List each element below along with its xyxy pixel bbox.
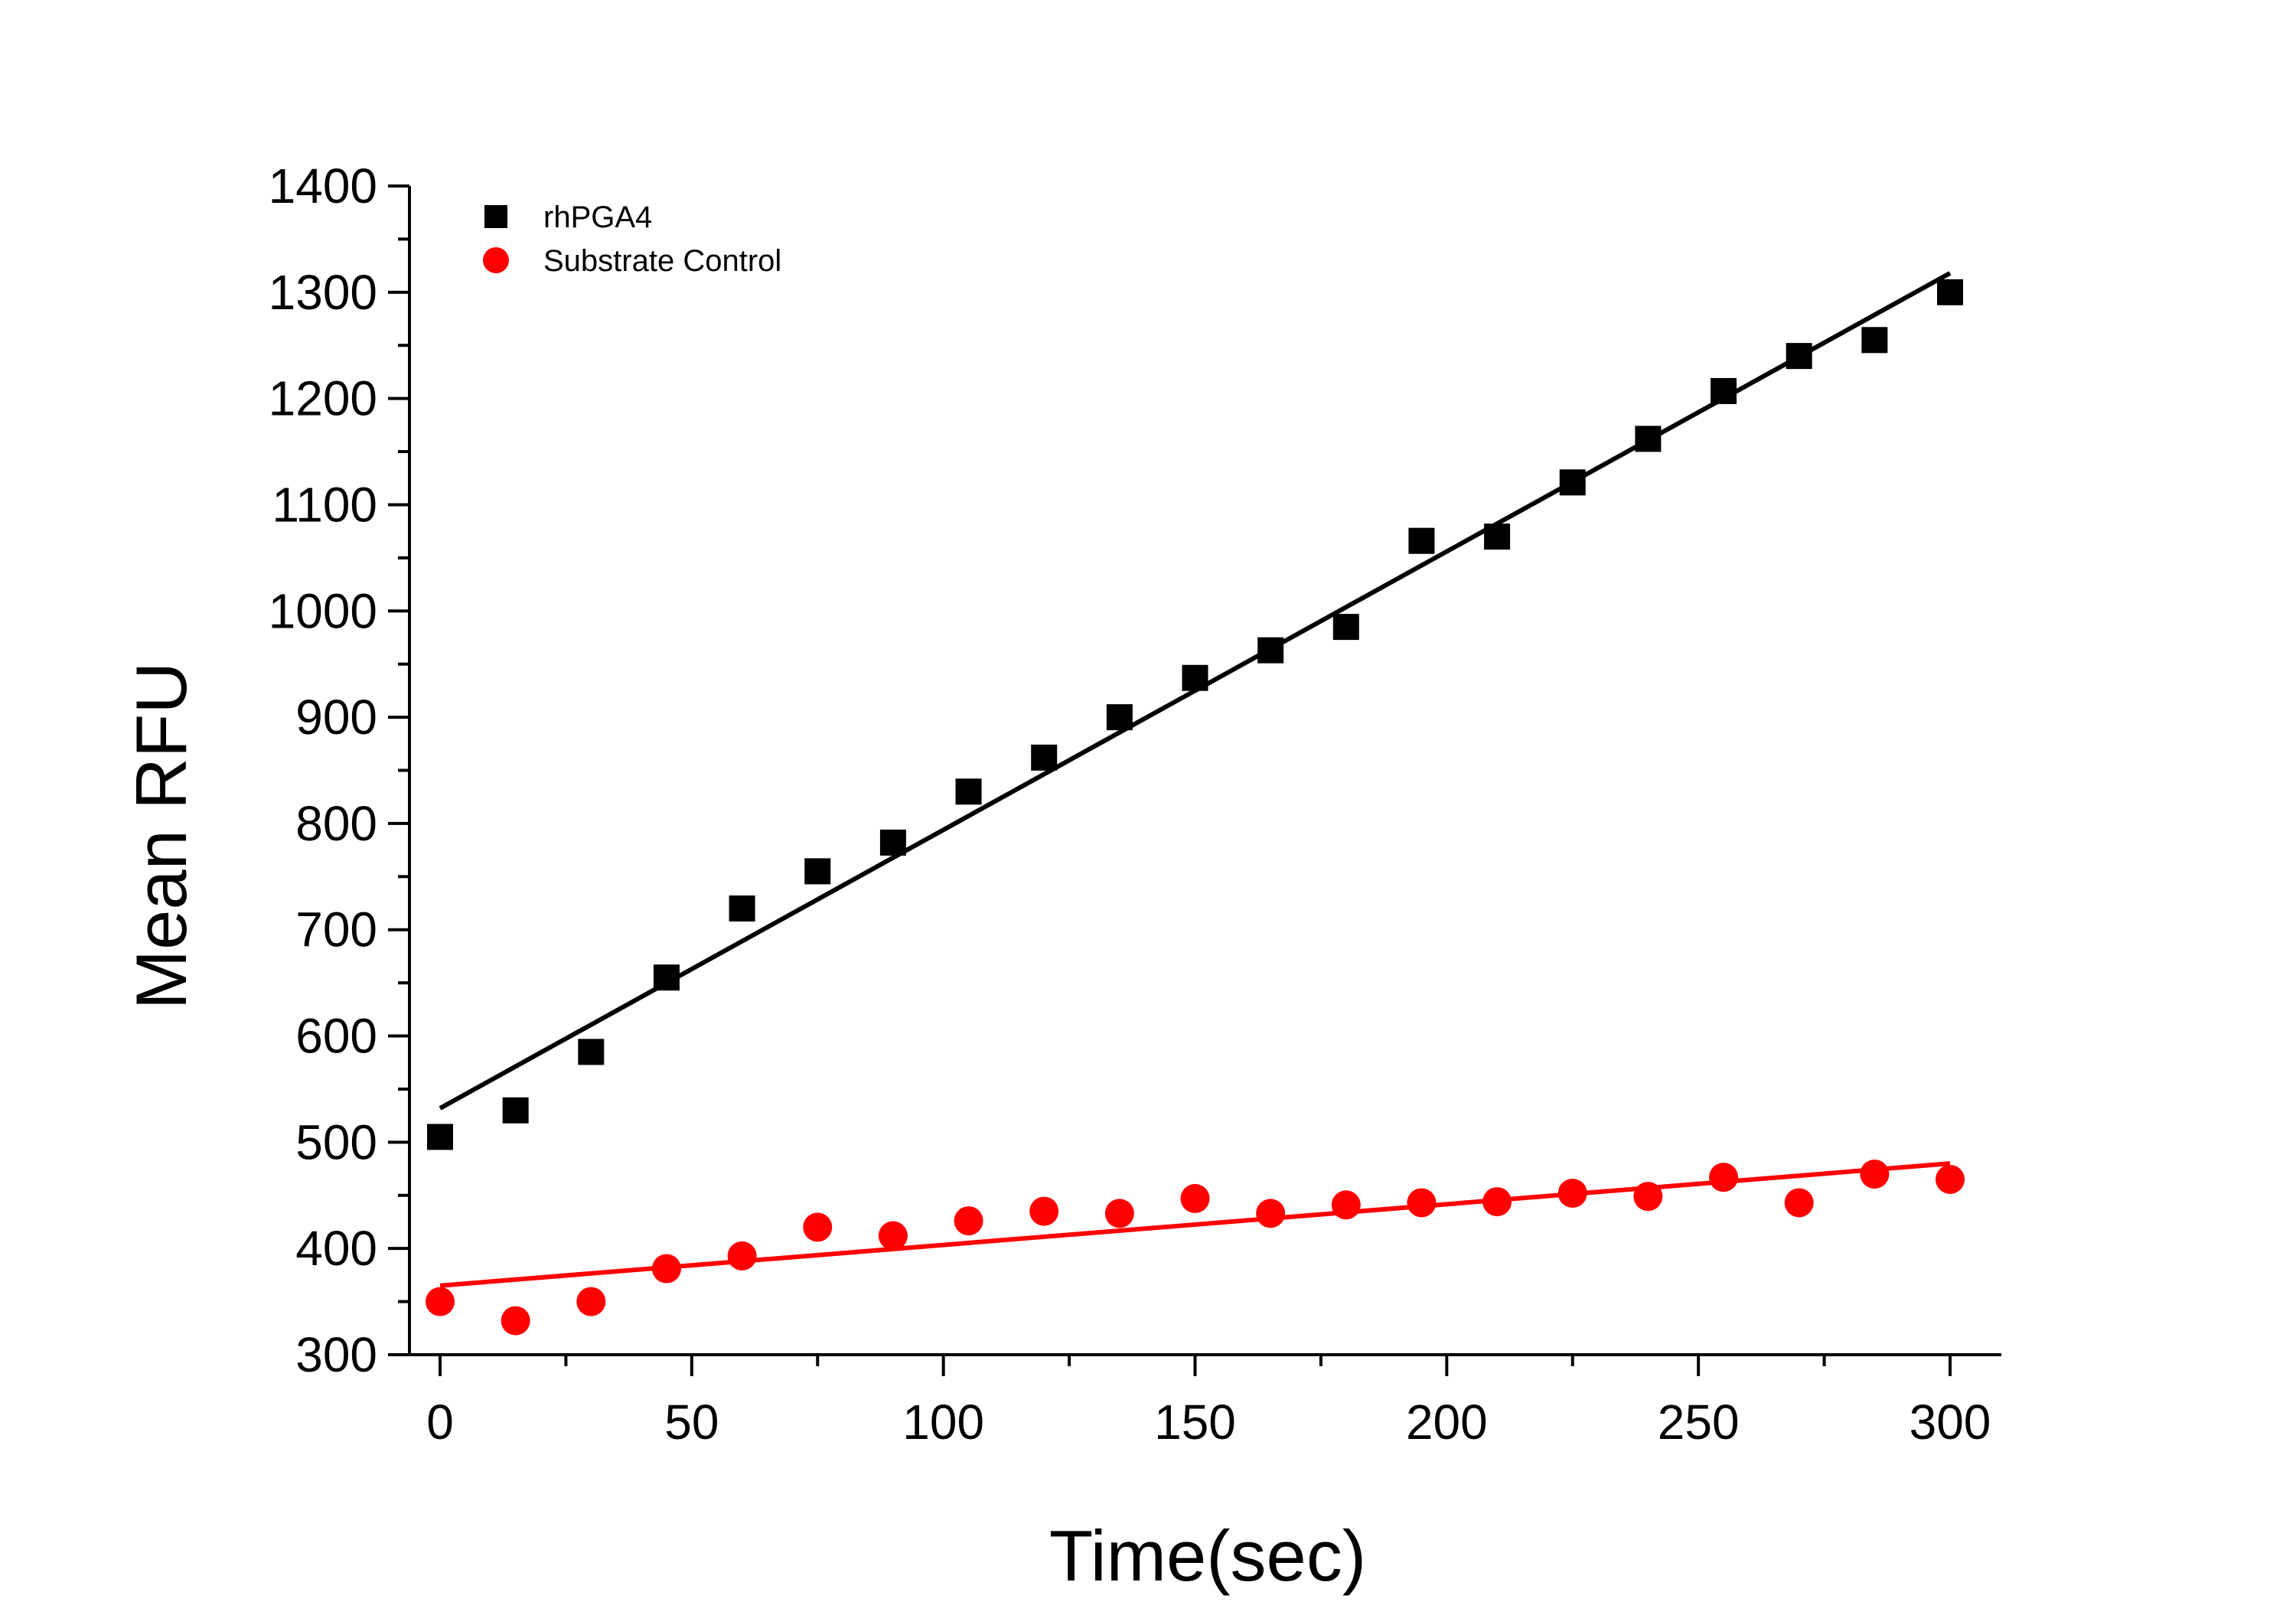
point-rhpga4 bbox=[955, 778, 982, 805]
y-tick-label: 1200 bbox=[269, 371, 377, 426]
point-rhpga4 bbox=[1257, 637, 1284, 664]
x-tick-label: 0 bbox=[426, 1395, 454, 1450]
series-rhpga4 bbox=[427, 279, 1963, 1150]
y-axis-title: Mean RFU bbox=[121, 662, 201, 1010]
point-substrate-control bbox=[1029, 1196, 1059, 1226]
point-substrate-control bbox=[1104, 1199, 1134, 1228]
point-substrate-control bbox=[1709, 1163, 1739, 1192]
y-tick-label: 500 bbox=[295, 1114, 377, 1169]
y-tick-label: 1000 bbox=[269, 583, 377, 638]
point-substrate-control bbox=[1331, 1190, 1361, 1220]
point-substrate-control bbox=[651, 1254, 681, 1284]
axes: 3004005006007008009001000110012001300140… bbox=[269, 158, 2001, 1450]
legend-marker-rhpga4 bbox=[484, 205, 507, 228]
point-rhpga4 bbox=[1786, 343, 1812, 370]
point-rhpga4 bbox=[1559, 469, 1586, 496]
point-substrate-control bbox=[1860, 1160, 1890, 1189]
y-tick-label: 1100 bbox=[272, 477, 377, 532]
legend: rhPGA4 Substrate Control bbox=[483, 201, 781, 278]
point-rhpga4 bbox=[1408, 527, 1435, 554]
point-substrate-control bbox=[1633, 1182, 1663, 1212]
point-rhpga4 bbox=[1861, 327, 1888, 354]
point-substrate-control bbox=[1784, 1188, 1814, 1218]
fit-lines bbox=[439, 271, 1952, 1288]
x-tick-label: 250 bbox=[1658, 1395, 1740, 1450]
y-tick-label: 600 bbox=[295, 1009, 377, 1064]
y-tick-label: 300 bbox=[295, 1327, 377, 1382]
point-rhpga4 bbox=[1635, 426, 1662, 452]
point-substrate-control bbox=[954, 1206, 983, 1236]
point-substrate-control bbox=[1256, 1199, 1286, 1228]
point-rhpga4 bbox=[729, 895, 755, 922]
point-substrate-control bbox=[501, 1306, 530, 1336]
point-rhpga4 bbox=[804, 858, 831, 885]
x-tick-label: 100 bbox=[902, 1395, 984, 1450]
point-rhpga4 bbox=[1332, 614, 1359, 641]
point-substrate-control bbox=[576, 1287, 606, 1316]
x-tick-label: 200 bbox=[1406, 1395, 1488, 1450]
y-tick-label: 700 bbox=[295, 902, 377, 957]
point-rhpga4 bbox=[1484, 524, 1511, 550]
point-rhpga4 bbox=[427, 1124, 453, 1150]
point-substrate-control bbox=[803, 1212, 833, 1242]
y-tick-label: 1400 bbox=[269, 158, 377, 214]
point-rhpga4 bbox=[502, 1097, 529, 1124]
point-substrate-control bbox=[1180, 1183, 1210, 1213]
point-substrate-control bbox=[878, 1221, 908, 1251]
x-axis-title: Time(sec) bbox=[1049, 1515, 1366, 1596]
point-substrate-control bbox=[1557, 1178, 1587, 1208]
legend-marker-substrate-control bbox=[483, 247, 509, 273]
point-rhpga4 bbox=[1182, 664, 1208, 691]
point-substrate-control bbox=[1482, 1187, 1512, 1217]
point-rhpga4 bbox=[653, 964, 680, 991]
series-substrate-control bbox=[426, 1160, 1965, 1336]
x-tick-label: 150 bbox=[1154, 1395, 1236, 1450]
point-rhpga4 bbox=[578, 1039, 605, 1065]
point-substrate-control bbox=[727, 1241, 757, 1271]
data-points bbox=[426, 279, 1965, 1336]
y-tick-label: 1300 bbox=[269, 265, 377, 320]
x-tick-label: 300 bbox=[1910, 1395, 1991, 1450]
point-rhpga4 bbox=[879, 829, 906, 856]
y-tick-label: 400 bbox=[295, 1221, 377, 1276]
point-rhpga4 bbox=[1106, 704, 1133, 731]
legend-label-substrate-control: Substrate Control bbox=[543, 244, 781, 278]
y-tick-label: 800 bbox=[295, 796, 377, 851]
fit-line-substrate-control bbox=[439, 1161, 1951, 1288]
x-tick-label: 50 bbox=[664, 1395, 719, 1450]
point-substrate-control bbox=[426, 1287, 455, 1316]
point-substrate-control bbox=[1407, 1188, 1437, 1218]
point-rhpga4 bbox=[1031, 744, 1058, 771]
point-rhpga4 bbox=[1937, 279, 1963, 305]
legend-label-rhpga4: rhPGA4 bbox=[543, 201, 652, 234]
y-tick-label: 900 bbox=[295, 690, 377, 745]
point-substrate-control bbox=[1936, 1164, 1965, 1194]
point-rhpga4 bbox=[1711, 377, 1737, 404]
